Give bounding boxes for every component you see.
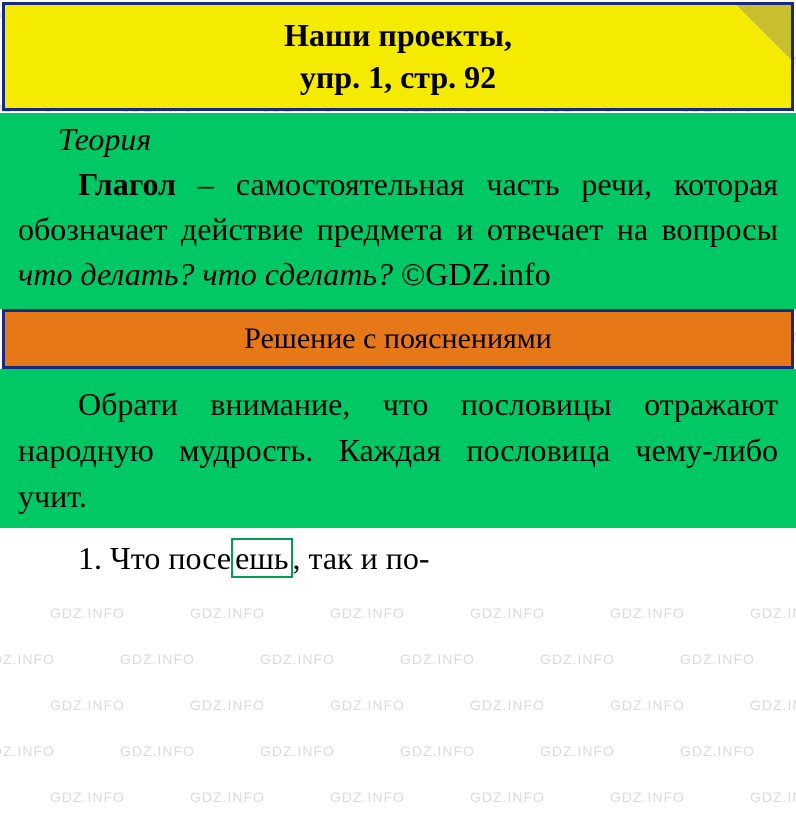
- theory-section: Теория Глагол – самостоятельная часть ре…: [0, 113, 796, 308]
- theory-text: Глагол – самостоятельная часть речи, кот…: [18, 162, 778, 296]
- answer-after: , так и по-: [293, 540, 430, 576]
- header-line2: упр. 1, стр. 92: [300, 59, 496, 95]
- content: Наши проекты, упр. 1, стр. 92 Теория Гла…: [0, 2, 796, 815]
- answer-text: 1. Что посеешь, так и по-: [18, 536, 778, 581]
- answer-section: 1. Что посеешь, так и по-: [0, 528, 796, 589]
- header-title: Наши проекты, упр. 1, стр. 92: [25, 15, 771, 98]
- answer-boxed: ешь: [231, 538, 292, 578]
- solution-text: Обрати внимание, что посло­вицы отражают…: [18, 381, 778, 520]
- answer-before: Что посе: [110, 540, 231, 576]
- header-box: Наши проекты, упр. 1, стр. 92: [2, 2, 794, 111]
- header-corner-fold-inner: [737, 5, 791, 59]
- theory-dash: –: [176, 166, 236, 202]
- solution-header: Решение с пояснениями: [2, 309, 794, 369]
- solution-section: Обрати внимание, что посло­вицы отражают…: [0, 369, 796, 528]
- answer-number: 1.: [78, 540, 110, 576]
- header-line1: Наши проекты,: [284, 17, 512, 53]
- theory-term: Глагол: [78, 166, 176, 202]
- theory-label: Теория: [58, 121, 778, 158]
- theory-question: что делать? что сде­лать?: [18, 256, 393, 292]
- solution-header-text: Решение с пояснениями: [244, 322, 552, 355]
- theory-copyright: ©GDZ.info: [393, 256, 551, 292]
